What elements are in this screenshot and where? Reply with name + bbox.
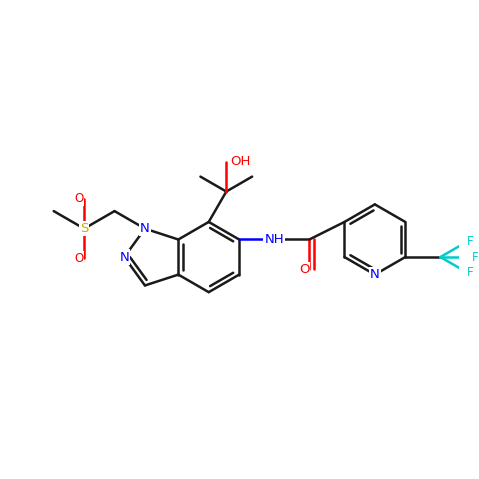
Text: N: N xyxy=(370,268,380,281)
Text: O: O xyxy=(74,192,83,205)
Text: O: O xyxy=(299,263,309,276)
Text: F: F xyxy=(472,251,479,263)
Text: O: O xyxy=(74,252,83,265)
Text: S: S xyxy=(80,222,88,235)
Text: N: N xyxy=(119,251,129,263)
Text: N: N xyxy=(140,222,150,235)
Text: NH: NH xyxy=(264,233,284,246)
Text: F: F xyxy=(467,266,473,279)
Text: F: F xyxy=(467,235,473,248)
Text: OH: OH xyxy=(230,155,250,168)
